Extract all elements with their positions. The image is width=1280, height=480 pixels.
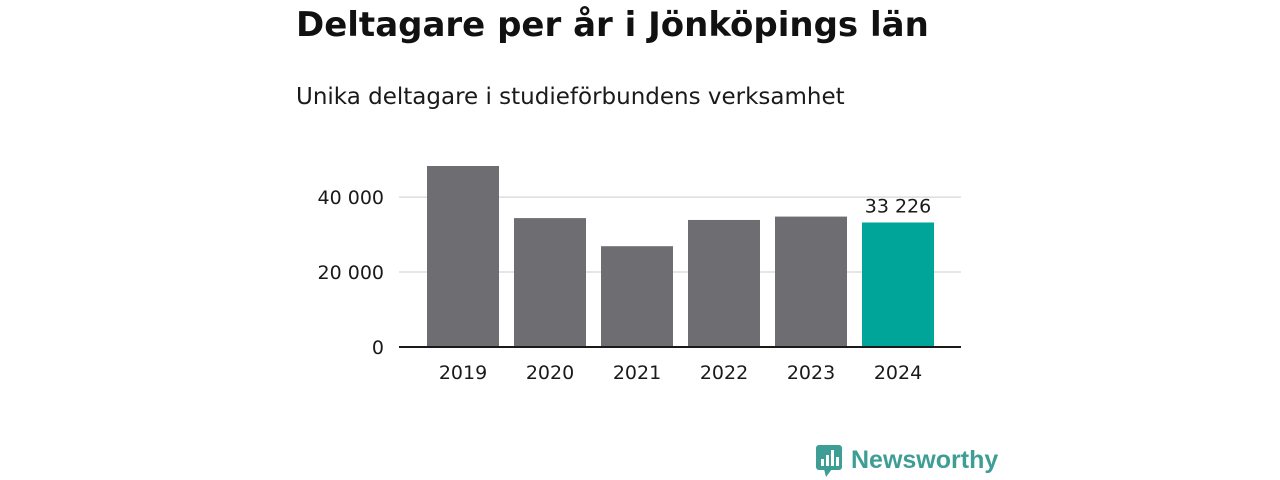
data-label: 33 226 — [865, 195, 931, 217]
bar-2023 — [775, 216, 847, 347]
x-tick-label: 2024 — [874, 362, 922, 384]
newsworthy-brand: Newsworthy — [815, 444, 998, 480]
bar-chart-speech-bubble-icon — [816, 445, 842, 477]
bar-2019 — [427, 166, 499, 347]
bar-2020 — [514, 218, 586, 347]
x-tick-label: 2019 — [439, 362, 487, 384]
brand-name: Newsworthy — [851, 446, 999, 474]
y-tick-label: 0 — [372, 337, 384, 359]
chart-subtitle: Unika deltagare i studieförbundens verks… — [296, 84, 845, 110]
chart-title: Deltagare per år i Jönköpings län — [296, 5, 929, 45]
y-tick-label: 40 000 — [318, 187, 384, 209]
y-tick-label: 20 000 — [318, 262, 384, 284]
x-tick-label: 2020 — [526, 362, 574, 384]
bar-2021 — [601, 246, 673, 347]
bar-2024 — [862, 222, 934, 347]
x-tick-label: 2021 — [613, 362, 661, 384]
bar-2022 — [688, 219, 760, 347]
x-tick-label: 2022 — [700, 362, 748, 384]
x-tick-label: 2023 — [787, 362, 835, 384]
